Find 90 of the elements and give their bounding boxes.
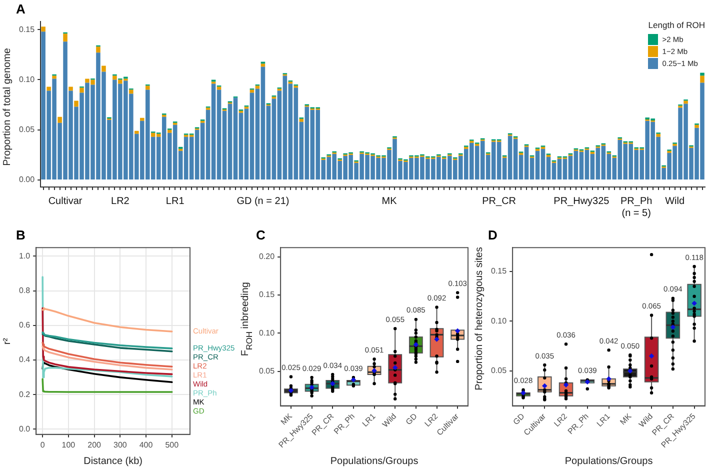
x-tick-label: 200: [88, 440, 102, 450]
point: [648, 353, 654, 359]
bar: [63, 34, 68, 42]
bar: [684, 100, 688, 104]
bar: [140, 118, 144, 121]
y-tick-label: 0.10: [258, 328, 276, 338]
x-axis-title: Distance (kb): [84, 456, 143, 467]
y-axis-title: Proportion of total genome: [2, 48, 12, 166]
bar: [700, 76, 704, 83]
bar: [96, 46, 100, 53]
y-tick-label: 0.05: [18, 125, 36, 134]
y-axis-title: Proportion of heterozygous sites: [474, 247, 484, 391]
legend-title: Length of ROH: [648, 20, 705, 31]
y-tick-label: 0.8: [18, 286, 31, 296]
x-tick-label: LR1: [360, 411, 378, 429]
bar: [299, 118, 304, 122]
y-tick-label: 1.0: [18, 251, 31, 260]
x-axis-title: Populations/Groups: [330, 456, 418, 467]
x-tick-label: PR_Ph (n = 5): [620, 196, 652, 219]
x-tick-label: GD: [404, 412, 420, 427]
bar: [112, 76, 117, 80]
y-tick-label: 0.6: [18, 320, 31, 330]
bar: [694, 124, 699, 128]
chart-title: D: [488, 227, 498, 242]
x-axis-title: Populations/Groups: [564, 456, 653, 467]
x-tick-label: 500: [165, 440, 180, 450]
chart-title: C: [256, 227, 266, 242]
x-tick-label: 300: [113, 440, 128, 450]
x-tick-label: 400: [139, 440, 154, 450]
bar: [46, 86, 51, 91]
x-tick-label: PR_Hwy325: [554, 196, 610, 207]
point: [288, 388, 294, 394]
y-tick-label: 0.20: [258, 252, 276, 261]
bar: [656, 134, 660, 137]
bar: [167, 130, 172, 133]
chart-title: B: [16, 227, 26, 242]
point: [692, 300, 697, 306]
y-tick-label: 0.10: [18, 74, 36, 84]
x-tick-label: MK: [382, 196, 398, 207]
point: [350, 377, 356, 382]
y-tick-label: 0.05: [258, 366, 276, 376]
y-tick-label: 0.15: [18, 24, 36, 34]
bar: [134, 130, 139, 134]
x-tick-label: GD: [511, 412, 526, 427]
chart-title: A: [16, 1, 26, 16]
point: [454, 328, 460, 334]
bar: [58, 116, 62, 123]
bar: [260, 64, 266, 67]
x-tick-label: Wild: [637, 412, 655, 430]
y-tick-label: 0.05: [490, 366, 508, 376]
point: [563, 382, 569, 388]
bar: [68, 86, 73, 91]
y-tick-label: 0.4: [18, 355, 31, 364]
point: [584, 379, 590, 384]
y-tick-label: 0.15: [490, 266, 508, 276]
x-tick-label: PR_CR: [482, 196, 516, 207]
x-tick-label: MK: [618, 411, 634, 427]
point: [606, 376, 612, 382]
bar: [74, 100, 78, 107]
bar: [52, 76, 56, 79]
x-tick-label: Wild: [665, 196, 685, 207]
point: [434, 336, 440, 342]
y-axis-title: r²: [2, 338, 12, 345]
point: [520, 390, 526, 396]
bar: [700, 72, 704, 76]
bar: [41, 26, 46, 32]
x-tick-label: LR2: [111, 196, 130, 207]
x-tick-label: GD (n = 21): [236, 196, 290, 207]
x-tick-label: Wild: [380, 412, 398, 430]
bar: [80, 88, 84, 93]
y-tick-label: 0.15: [258, 290, 276, 300]
x-tick-label: LR2: [552, 411, 570, 429]
bar: [102, 66, 106, 72]
y-tick-label: 0.2: [18, 390, 31, 399]
bar: [216, 86, 222, 90]
bar: [129, 90, 134, 94]
point: [392, 364, 398, 370]
bar: [146, 86, 150, 90]
x-tick-label: 0: [40, 440, 46, 450]
x-tick-label: Cultivar: [48, 196, 83, 207]
x-tick-label: 100: [62, 440, 76, 450]
x-tick-label: LR2: [422, 411, 440, 429]
bar: [255, 86, 260, 89]
x-tick-label: LR1: [166, 196, 185, 207]
point: [670, 324, 676, 330]
y-tick-label: 0.10: [490, 316, 508, 326]
y-tick-label: 0.0: [18, 424, 31, 434]
y-tick-label: 0.00: [18, 175, 36, 184]
x-tick-label: LR1: [595, 411, 612, 429]
bar: [250, 90, 254, 93]
